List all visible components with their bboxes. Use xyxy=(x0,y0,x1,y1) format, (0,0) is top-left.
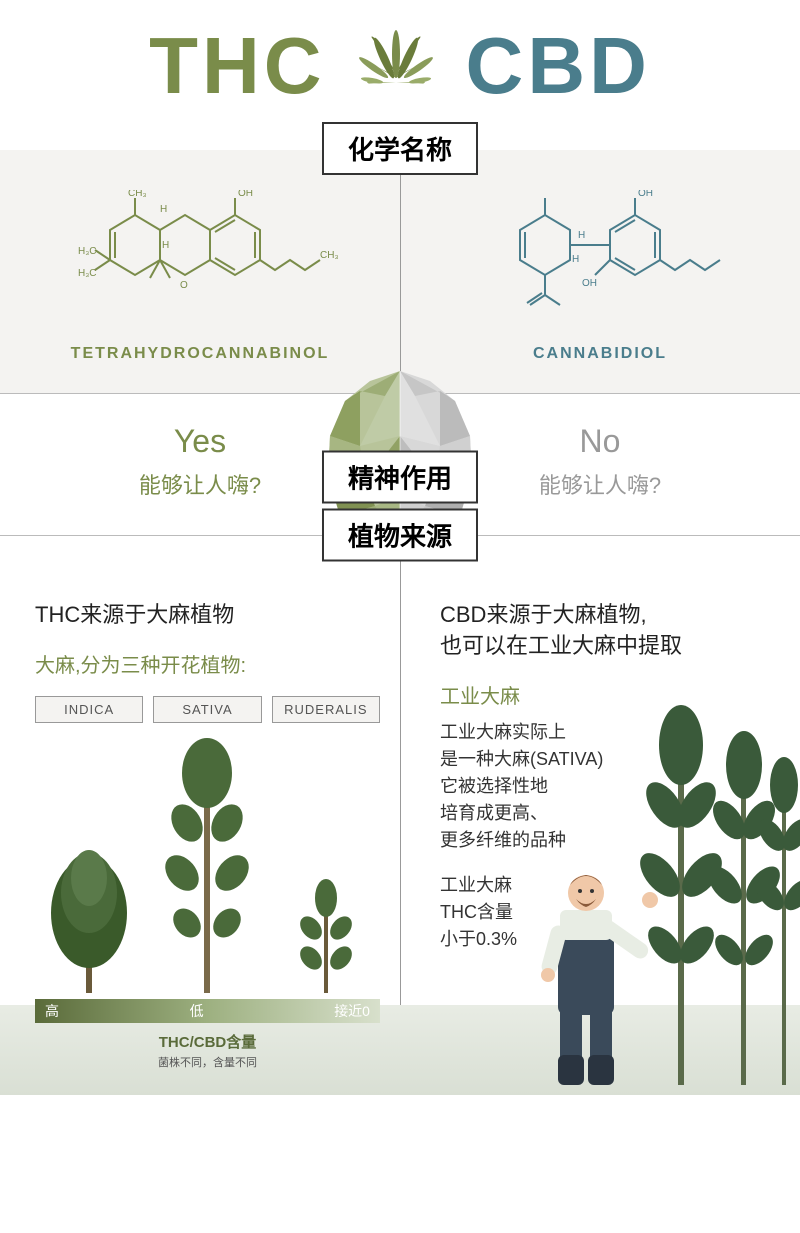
svg-text:H: H xyxy=(160,204,167,215)
svg-text:H: H xyxy=(578,230,585,241)
svg-text:CH₃: CH₃ xyxy=(320,250,339,261)
strain-ruderalis: RUDERALIS xyxy=(272,696,380,723)
level-bar: 高 低 接近0 xyxy=(35,999,380,1023)
level-zero: 接近0 xyxy=(334,1001,370,1021)
thc-plant-sub: 大麻,分为三种开花植物: xyxy=(35,649,380,678)
svg-text:CH₃: CH₃ xyxy=(128,190,147,199)
hemp-desc-1: 工业大麻实际上 是一种大麻(SATIVA) 它被选择性地 培育成更高、 更多纤维… xyxy=(440,719,785,854)
thc-plant-panel: THC来源于大麻植物 大麻,分为三种开花植物: INDICA SATIVA RU… xyxy=(0,570,405,1095)
header-row: THC CBD xyxy=(0,0,800,122)
svg-text:OH: OH xyxy=(638,190,653,199)
cbd-title: CBD xyxy=(466,20,651,112)
level-note: 菌株不同，含量不同 xyxy=(35,1054,380,1070)
svg-text:H₃C: H₃C xyxy=(78,268,97,279)
chemical-name-label: 化学名称 xyxy=(322,122,478,175)
plant-section: THC来源于大麻植物 大麻,分为三种开花植物: INDICA SATIVA RU… xyxy=(0,535,800,1095)
cannabis-leaf-icon xyxy=(356,26,436,106)
thc-title: THC xyxy=(149,20,325,112)
thc-plant-head: THC来源于大麻植物 xyxy=(35,600,380,631)
level-high: 高 xyxy=(45,1001,59,1021)
hemp-label: 工业大麻 xyxy=(440,680,785,709)
indica-plant-icon xyxy=(35,833,143,993)
svg-text:H: H xyxy=(162,240,169,251)
thc-molecule-panel: CH₃ OH H H H₃C H₃C O CH₃ TETRAHYDROCANNA… xyxy=(0,190,400,363)
svg-text:H₃C: H₃C xyxy=(78,246,97,257)
hemp-desc-2: 工业大麻 THC含量 小于0.3% xyxy=(440,872,785,953)
ruderalis-plant-icon xyxy=(272,873,380,993)
cbd-plant-head: CBD来源于大麻植物, 也可以在工业大麻中提取 xyxy=(440,600,785,662)
cbd-molecule-icon: OH H H OH xyxy=(460,190,740,330)
chemical-name-label-wrap: 化学名称 xyxy=(0,122,800,175)
thc-molecule-icon: CH₃ OH H H H₃C H₃C O CH₃ xyxy=(60,190,340,330)
strain-plants-row xyxy=(35,733,380,993)
cbd-molecule-panel: OH H H OH CANNABIDIOL xyxy=(400,190,800,363)
svg-text:OH: OH xyxy=(238,190,253,199)
strain-labels-row: INDICA SATIVA RUDERALIS xyxy=(35,696,380,723)
sativa-plant-icon xyxy=(153,733,261,993)
svg-text:OH: OH xyxy=(582,278,597,289)
level-low: 低 xyxy=(190,1001,204,1021)
psychoactive-label: 精神作用 xyxy=(322,450,478,503)
cbd-plant-panel: CBD来源于大麻植物, 也可以在工业大麻中提取 工业大麻 工业大麻实际上 是一种… xyxy=(405,570,800,1095)
svg-text:O: O xyxy=(180,280,188,291)
plant-source-label: 植物来源 xyxy=(322,509,478,562)
plant-source-label-wrap: 植物来源 xyxy=(322,509,478,562)
strain-sativa: SATIVA xyxy=(153,696,261,723)
psychoactive-label-wrap: 精神作用 xyxy=(322,450,478,503)
strain-indica: INDICA xyxy=(35,696,143,723)
svg-text:H: H xyxy=(572,254,579,265)
level-caption: THC/CBD含量 xyxy=(35,1031,380,1052)
